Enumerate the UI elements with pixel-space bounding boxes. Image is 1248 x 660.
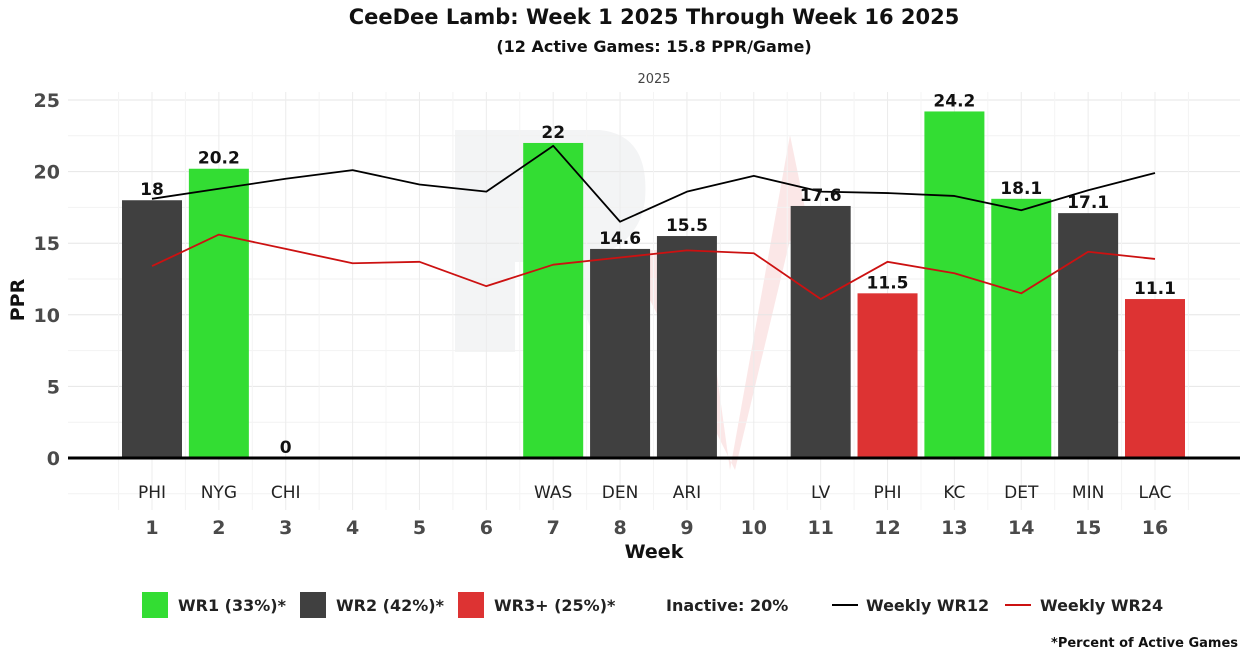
legend: WR1 (33%)* WR2 (42%)* WR3+ (25%)* Inacti… bbox=[142, 592, 1163, 618]
bar-week-7 bbox=[523, 142, 584, 458]
bar-week-11 bbox=[790, 205, 851, 458]
value-label-week-16: 11.1 bbox=[1134, 279, 1176, 299]
x-tick-label-2: 2 bbox=[212, 517, 225, 539]
x-tick-label-7: 7 bbox=[547, 517, 560, 539]
series-line-weekly-wr24 bbox=[151, 233, 1156, 300]
bar-week-9 bbox=[656, 236, 717, 458]
x-tick-label-15: 15 bbox=[1075, 517, 1101, 539]
bar-week-15 bbox=[1058, 213, 1119, 458]
x-tick-label-14: 14 bbox=[1008, 517, 1034, 539]
legend-swatch-wr2 bbox=[300, 592, 326, 618]
value-label-week-7: 22 bbox=[541, 123, 565, 143]
x-tick-label-5: 5 bbox=[413, 517, 426, 539]
opponent-label-week-14: DET bbox=[1004, 483, 1039, 503]
y-tick-label-0: 0 bbox=[47, 448, 60, 470]
x-tick-label-4: 4 bbox=[346, 517, 359, 539]
x-tick-label-3: 3 bbox=[279, 517, 292, 539]
x-axis-label: Week bbox=[625, 541, 684, 563]
opponent-label-week-2: NYG bbox=[201, 483, 237, 503]
value-label-week-3: 0 bbox=[280, 438, 292, 458]
x-tick-label-12: 12 bbox=[874, 517, 900, 539]
legend-inactive: Inactive: 20% bbox=[666, 596, 788, 615]
opponent-label-week-13: KC bbox=[943, 483, 965, 503]
x-tick-label-13: 13 bbox=[941, 517, 967, 539]
x-tick-label-8: 8 bbox=[613, 517, 626, 539]
legend-swatch-wr3 bbox=[458, 592, 484, 618]
opponent-label-week-15: MIN bbox=[1072, 483, 1104, 503]
legend-label-wr3: WR3+ (25%)* bbox=[494, 596, 616, 615]
opponent-label-week-16: LAC bbox=[1138, 483, 1171, 503]
opponent-label-week-1: PHI bbox=[138, 483, 166, 503]
bars bbox=[122, 111, 1185, 459]
chart-title: CeeDee Lamb: Week 1 2025 Through Week 16… bbox=[349, 5, 960, 29]
value-label-week-8: 14.6 bbox=[599, 229, 641, 249]
value-label-week-14: 18.1 bbox=[1000, 179, 1042, 199]
y-tick-label-5: 5 bbox=[47, 376, 60, 398]
season-label: 2025 bbox=[637, 72, 670, 87]
legend-label-wr2: WR2 (42%)* bbox=[336, 596, 445, 615]
y-tick-label-25: 25 bbox=[34, 90, 60, 112]
opponent-label-week-7: WAS bbox=[534, 483, 572, 503]
legend-label-wr12: Weekly WR12 bbox=[866, 596, 989, 615]
value-label-week-2: 20.2 bbox=[198, 149, 240, 169]
bar-week-8 bbox=[590, 248, 651, 458]
opponent-label-week-11: LV bbox=[811, 483, 831, 503]
value-label-week-9: 15.5 bbox=[666, 216, 708, 236]
opponent-label-week-3: CHI bbox=[271, 483, 301, 503]
chart-subtitle: (12 Active Games: 15.8 PPR/Game) bbox=[496, 37, 811, 56]
legend-swatch-wr1 bbox=[142, 592, 168, 618]
bar-week-1 bbox=[122, 200, 182, 459]
value-label-week-12: 11.5 bbox=[867, 273, 909, 293]
value-label-week-11: 17.6 bbox=[800, 186, 842, 206]
value-label-week-1: 18 bbox=[140, 180, 164, 200]
bar-week-2 bbox=[188, 168, 249, 458]
y-axis-label: PPR bbox=[7, 278, 29, 321]
bar-week-13 bbox=[924, 111, 985, 459]
x-tick-label-9: 9 bbox=[680, 517, 693, 539]
y-tick-label-20: 20 bbox=[34, 162, 60, 184]
x-tick-label-16: 16 bbox=[1142, 517, 1168, 539]
x-tick-label-1: 1 bbox=[145, 517, 158, 539]
opponent-label-week-8: DEN bbox=[602, 483, 639, 503]
x-tick-label-10: 10 bbox=[741, 517, 767, 539]
opponent-label-week-12: PHI bbox=[874, 483, 902, 503]
legend-label-wr24: Weekly WR24 bbox=[1040, 596, 1163, 615]
value-label-week-15: 17.1 bbox=[1067, 193, 1109, 213]
bar-week-12 bbox=[857, 293, 918, 458]
bar-week-14 bbox=[991, 198, 1052, 459]
bar-week-16 bbox=[1125, 299, 1185, 458]
series-line-weekly-wr12 bbox=[151, 144, 1156, 223]
legend-label-wr1: WR1 (33%)* bbox=[178, 596, 287, 615]
x-tick-label-11: 11 bbox=[807, 517, 833, 539]
series-lines bbox=[151, 144, 1156, 300]
value-label-week-13: 24.2 bbox=[933, 91, 975, 111]
value-labels: 18 PHI 20.2 NYG 0 CHI 22 WAS 14.6 DEN 15.5 ARI 17.6 L… bbox=[138, 91, 1176, 503]
y-tick-label-15: 15 bbox=[34, 233, 60, 255]
y-tick-label-10: 10 bbox=[34, 305, 60, 327]
footnote: *Percent of Active Games bbox=[1051, 636, 1238, 651]
opponent-label-week-9: ARI bbox=[673, 483, 701, 503]
x-tick-label-6: 6 bbox=[480, 517, 493, 539]
